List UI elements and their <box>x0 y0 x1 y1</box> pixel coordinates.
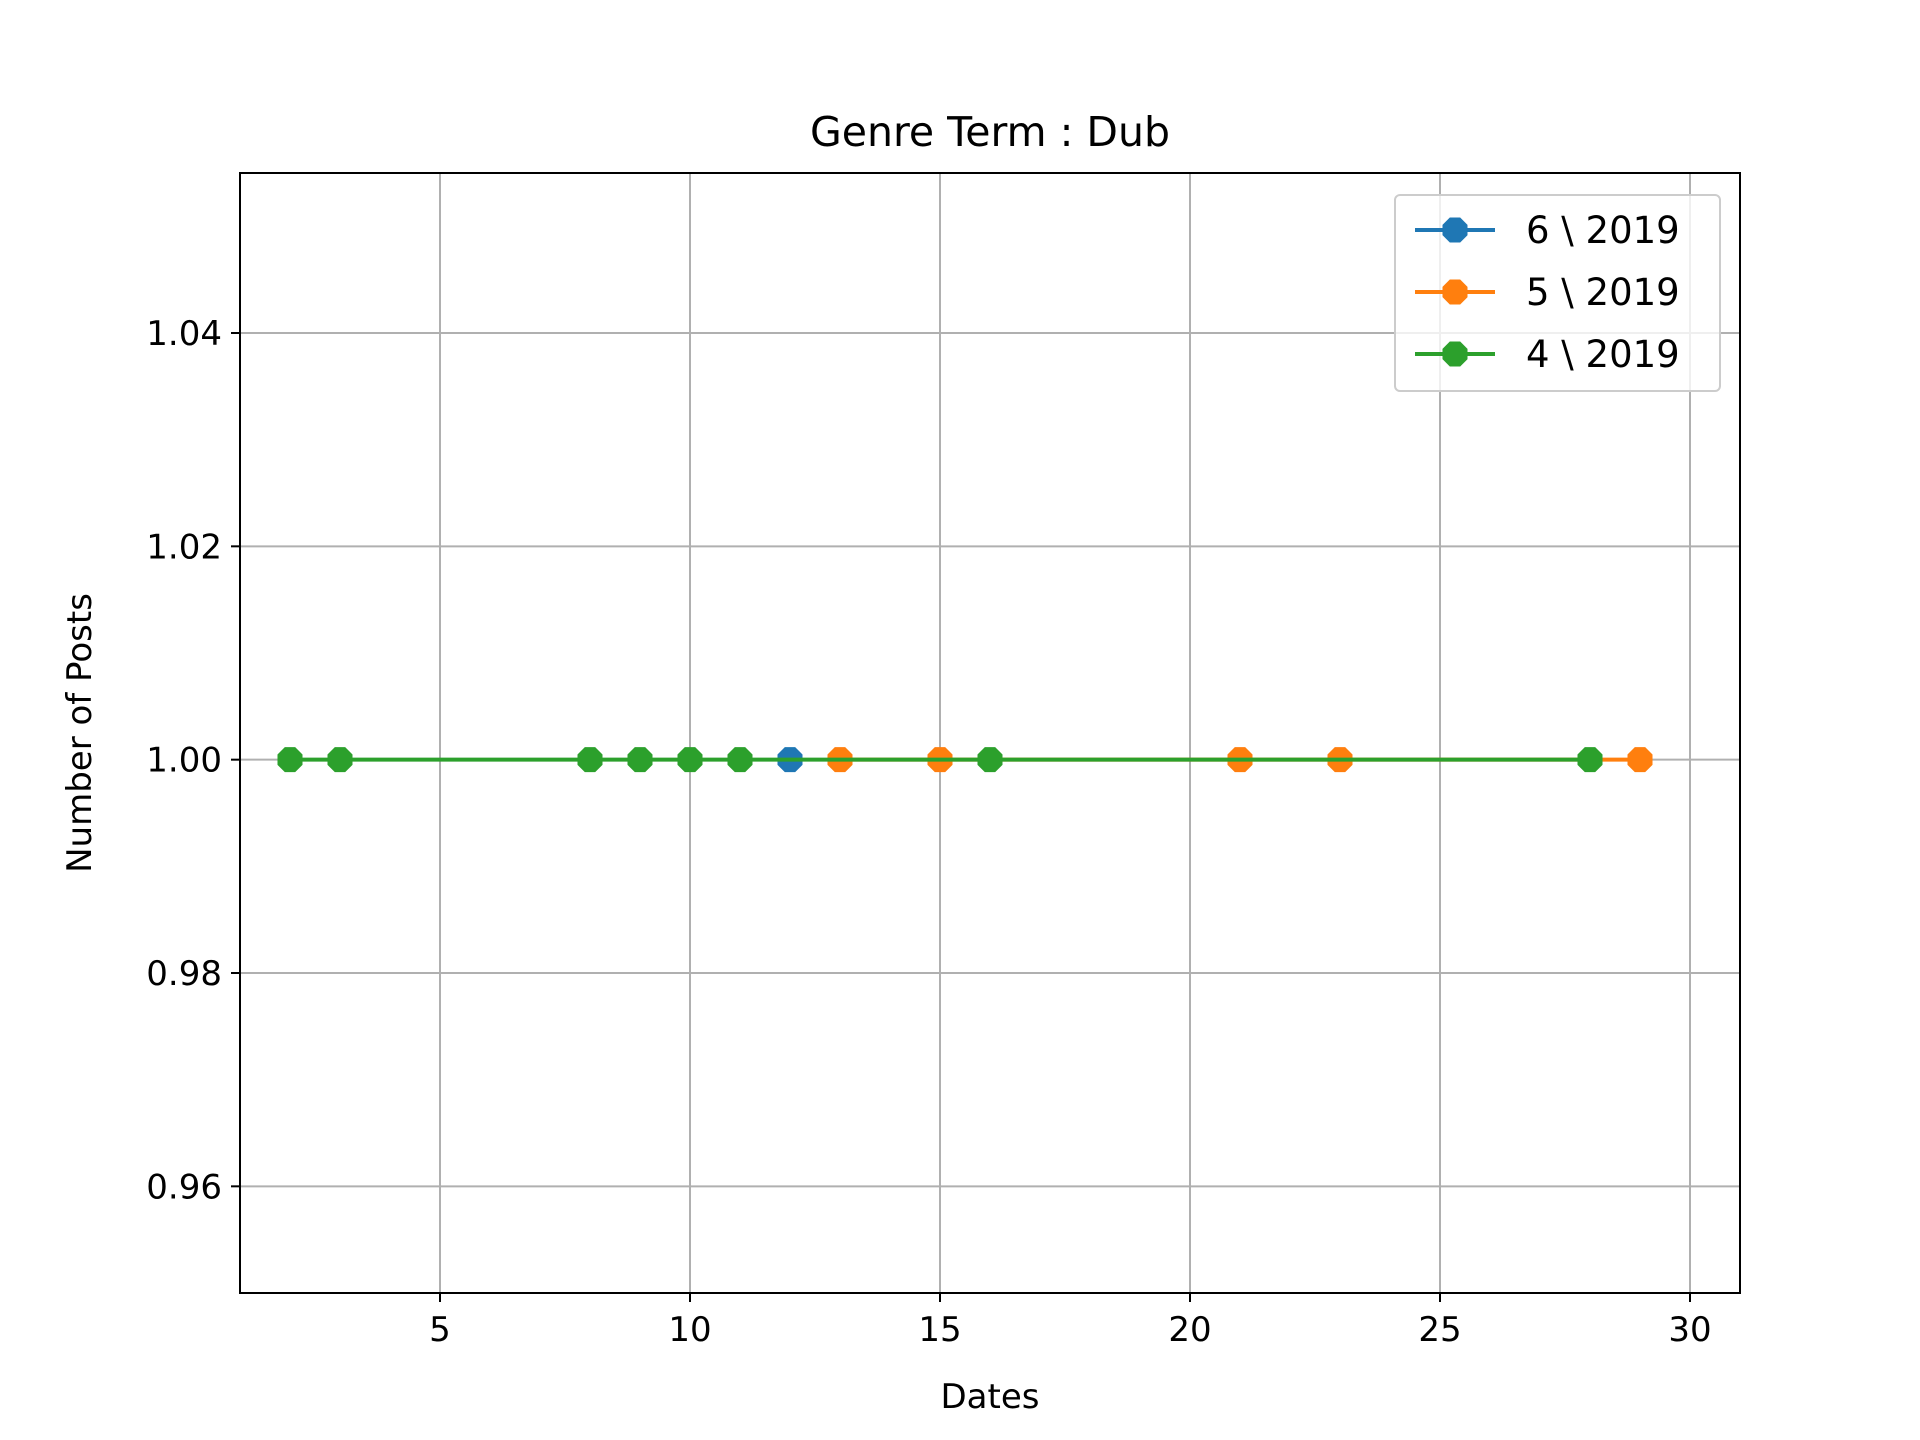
x-tick-label: 25 <box>1418 1310 1461 1350</box>
data-point <box>277 747 303 773</box>
x-tick-label: 5 <box>429 1310 451 1350</box>
x-tick-label: 20 <box>1168 1310 1211 1350</box>
data-point <box>1577 747 1603 773</box>
data-point <box>727 747 753 773</box>
x-tick-label: 30 <box>1668 1310 1711 1350</box>
data-point <box>677 747 703 773</box>
x-axis-ticks: 5 10 15 20 25 30 <box>429 1293 1712 1350</box>
data-point <box>977 747 1003 773</box>
data-point <box>627 747 653 773</box>
x-axis-label: Dates <box>941 1377 1040 1417</box>
y-tick-label: 1.02 <box>146 527 222 567</box>
legend-entry: 6 \ 2019 <box>1415 209 1680 252</box>
legend-entry: 4 \ 2019 <box>1415 333 1680 376</box>
legend: 6 \ 2019 5 \ 2019 4 \ 2019 <box>1394 194 1721 392</box>
y-axis-ticks: 0.96 0.98 1.00 1.02 1.04 <box>146 314 240 1207</box>
y-tick-label: 0.98 <box>146 954 222 994</box>
plot-frame <box>239 172 1741 1294</box>
legend-label: 6 \ 2019 <box>1526 209 1680 252</box>
y-tick-label: 1.00 <box>146 741 222 781</box>
legend-marker <box>1442 341 1468 367</box>
y-tick-label: 0.96 <box>146 1167 222 1207</box>
data-point <box>327 747 353 773</box>
series-2 <box>277 747 1603 773</box>
legend-label: 5 \ 2019 <box>1526 271 1680 314</box>
data-point <box>1627 747 1653 773</box>
chart-title: Genre Term : Dub <box>810 108 1170 156</box>
plot-series <box>277 747 1653 773</box>
x-tick-label: 15 <box>918 1310 961 1350</box>
y-axis-label: Number of Posts <box>60 593 100 873</box>
legend-marker <box>1442 217 1468 243</box>
legend-frame <box>1394 194 1721 392</box>
x-tick-label: 10 <box>668 1310 711 1350</box>
legend-label: 4 \ 2019 <box>1526 333 1680 376</box>
y-tick-label: 1.04 <box>146 314 222 354</box>
legend-entry: 5 \ 2019 <box>1415 271 1680 314</box>
data-point <box>577 747 603 773</box>
legend-marker <box>1442 279 1468 305</box>
